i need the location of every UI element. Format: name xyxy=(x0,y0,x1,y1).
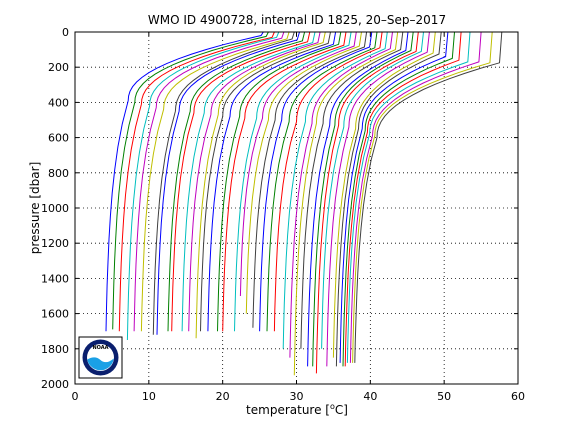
profile-line xyxy=(321,31,424,349)
noaa-logo: NOAA xyxy=(78,336,123,379)
profile-line xyxy=(188,31,321,332)
y-tick-label: 1800 xyxy=(41,343,69,356)
profile-line xyxy=(307,31,409,367)
profile-line xyxy=(171,31,311,332)
profile-line xyxy=(181,31,316,332)
profile-line xyxy=(273,31,383,332)
x-tick-label: 60 xyxy=(511,390,525,403)
profile-line xyxy=(140,31,290,332)
profile-line xyxy=(239,31,357,297)
profile-line xyxy=(339,31,449,363)
x-tick-label: 10 xyxy=(142,390,156,403)
x-tick-label: 0 xyxy=(72,390,79,403)
profile-line xyxy=(335,31,442,367)
y-tick-label: 0 xyxy=(62,26,69,39)
profile-line xyxy=(105,31,264,332)
y-axis-label: pressure [dbar] xyxy=(28,162,42,255)
x-axis-label-main: temperature [ xyxy=(246,403,330,417)
x-axis-label-unit: C] xyxy=(335,403,348,417)
y-tick-label: 400 xyxy=(48,96,69,109)
profile-line xyxy=(200,31,331,332)
y-tick-label: 800 xyxy=(48,167,69,180)
profile-line xyxy=(207,31,337,332)
profile-line xyxy=(167,31,306,332)
profile-line xyxy=(289,31,393,358)
noaa-logo-gull-icon xyxy=(93,350,112,357)
series-group xyxy=(105,31,503,376)
profile-line xyxy=(352,31,493,363)
profile-line xyxy=(342,31,455,367)
noaa-logo-text: NOAA xyxy=(92,345,108,351)
grid xyxy=(75,32,518,384)
profile-line xyxy=(234,31,352,332)
profile-line xyxy=(118,31,275,332)
x-tick-label: 20 xyxy=(216,390,230,403)
chart-title: WMO ID 4900728, internal ID 1825, 20–Sep… xyxy=(148,13,446,27)
profile-line xyxy=(266,31,378,332)
y-tick-label: 1600 xyxy=(41,308,69,321)
y-tick-label: 200 xyxy=(48,61,69,74)
profile-line xyxy=(245,31,362,314)
profile-line xyxy=(259,31,373,332)
profile-line xyxy=(326,31,430,367)
y-tick-label: 2000 xyxy=(41,378,69,391)
profile-line xyxy=(332,31,436,358)
profile-line xyxy=(222,31,347,332)
profile-line xyxy=(312,31,414,367)
profile-line xyxy=(156,31,300,335)
x-tick-label: 40 xyxy=(363,390,377,403)
profile-line xyxy=(354,31,503,363)
profile-line xyxy=(293,31,399,376)
profile-line xyxy=(217,31,342,332)
profile-line xyxy=(152,31,295,335)
x-tick-label: 50 xyxy=(437,390,451,403)
profile-line xyxy=(112,31,269,330)
x-tick-label: 30 xyxy=(290,390,304,403)
x-axis-label: temperature [oC] xyxy=(246,402,348,417)
profile-line xyxy=(349,31,482,363)
x-axis-label-superscript: o xyxy=(330,402,335,411)
y-tick-label: 600 xyxy=(48,132,69,145)
profile-line xyxy=(315,31,419,374)
profile-line xyxy=(300,31,404,349)
profile-line xyxy=(252,31,368,328)
y-tick-label: 1400 xyxy=(41,272,69,285)
y-tick-label: 1200 xyxy=(41,237,69,250)
profile-line xyxy=(133,31,285,332)
y-tick-label: 1000 xyxy=(41,202,69,215)
profile-line xyxy=(344,31,462,367)
profile-line xyxy=(195,31,326,339)
profile-line xyxy=(346,31,471,363)
profile-line xyxy=(282,31,388,349)
noaa-logo-sea xyxy=(87,357,114,371)
profile-line xyxy=(126,31,280,341)
axis-ticks: 0 10 20 30 40 50 60020040060080010001200140016… xyxy=(41,26,525,403)
